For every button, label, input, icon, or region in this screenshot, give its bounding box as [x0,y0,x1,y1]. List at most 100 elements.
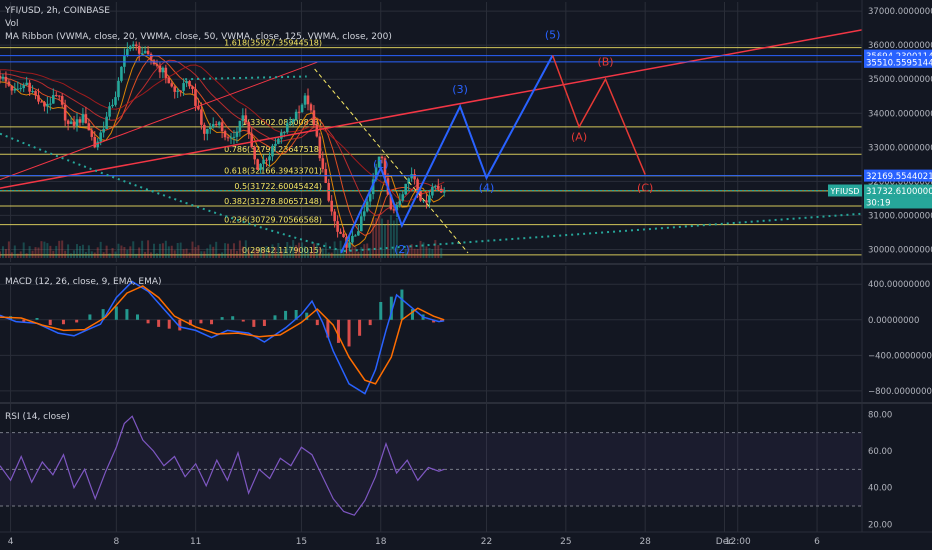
macd-histogram-bar [231,316,235,320]
candle-body [34,91,37,96]
drawing-overlays[interactable] [0,29,863,254]
candle-body [416,179,419,192]
ma-ribbon-line [0,64,445,202]
trend-line-red [0,29,863,189]
time-tick-label: 12:00 [725,537,751,547]
volume-bar [138,247,141,258]
rsi-pane[interactable]: 80.00 60.00 40.00 20.00 [0,410,892,530]
macd-histogram-bar [220,317,224,320]
volume-bar [120,245,123,258]
volume-bar [407,245,410,258]
macd-tick-label: −800.00000000 [868,387,932,397]
volume-bar [274,246,277,258]
candle-body [114,97,117,105]
candle-body [431,186,434,196]
volume-bar [256,248,259,258]
volume-bar [247,250,250,258]
volume-bar [298,242,301,258]
volume-bar [336,248,339,258]
volume-label[interactable]: Vol [5,19,18,29]
candle-body [126,49,129,56]
candle-body [271,145,274,157]
volume-bar [28,246,31,258]
volume-bar [238,240,241,258]
volume-bar [75,244,78,258]
macd-histogram-bar [178,319,182,331]
volume-bar [46,243,49,258]
candle-body [407,178,410,184]
symbol-badge-text: YFIUSD [830,187,860,196]
volume-bar [191,241,194,258]
volume-bar [383,224,386,258]
volume-bar [289,245,292,258]
candle-body [46,103,49,107]
candle-body [102,128,105,133]
price-tick-label: 35000.00000000 [868,75,932,85]
volume-bar [235,250,238,258]
volume-bar [286,241,289,258]
time-tick-label: 25 [560,537,571,547]
price-pane[interactable]: 1.618(35927.35944518) 1(33602.08300833) 0.… [0,0,932,532]
volume-bar [312,243,315,258]
candle-body [371,179,375,195]
price-grid [0,2,862,532]
volume-bar [410,244,413,258]
price-tick-label: 34000.00000000 [868,109,932,119]
candle-body [72,121,76,126]
candle-body [173,86,177,92]
candle-body [22,85,25,89]
volume-bar [315,243,318,258]
volume-bar [87,245,90,258]
macd-label[interactable]: MACD (12, 26, close, 9, EMA, EMA) [5,277,162,287]
volume-bar [372,217,375,258]
volume-bar [232,243,235,258]
candle-body [188,81,191,87]
candle-body [16,88,20,90]
price-badge [864,184,932,197]
price-axis[interactable]: 37000.00000000 36000.00000000 35000.000000… [828,0,932,532]
fib-level-label: 0.5(31722.60045424) [234,182,322,191]
elliott-waves[interactable]: (1) (2) (3) (4) (5) (A) (B) (C) [340,28,653,256]
candle-body [211,124,215,128]
volume-bar [327,252,330,258]
volume-bar [218,253,221,258]
volume-bar [185,248,188,258]
volume-bar [4,249,7,258]
volume-bar [167,246,170,258]
macd-histogram-bar [347,319,351,347]
rsi-label[interactable]: RSI (14, close) [5,412,70,422]
volume-bar [422,242,425,258]
time-tick-label: 6 [814,537,820,547]
volume-bar [173,250,176,258]
volume-bar [158,243,161,258]
candle-body [81,114,85,123]
volume-bar [78,245,81,258]
volume-bar [306,249,309,258]
volume-bar [105,245,108,258]
macd-pane[interactable]: 400.00000000 0.00000000 −400.00000000 −800.… [0,280,932,397]
ma-ribbon-label[interactable]: MA Ribbon (VWMA, close, 20, VWMA, close,… [5,32,392,42]
macd-tick-label: −400.00000000 [868,351,932,361]
volume-bar [404,248,407,258]
price-tick-label: 30000.00000000 [868,245,932,255]
volume-bar [262,250,265,258]
price-tick-label: 32000.00000000 [868,177,932,187]
macd-histogram-bar [210,319,214,325]
volume-bar [209,244,212,258]
candle-body [0,75,2,79]
candle-body [93,136,97,148]
volume-bar [58,240,61,258]
candle-body [13,88,17,91]
price-badge [864,55,932,68]
candle-body [306,95,310,105]
symbol-title[interactable]: YFI/USD, 2h, COINBASE [4,6,110,16]
candle-body [131,44,135,47]
candle-body [170,83,174,87]
time-tick-label: 11 [190,537,201,547]
candle-body [250,133,254,148]
candle-body [28,82,31,92]
macd-histogram-bar [336,319,340,343]
candle-body [52,95,55,104]
